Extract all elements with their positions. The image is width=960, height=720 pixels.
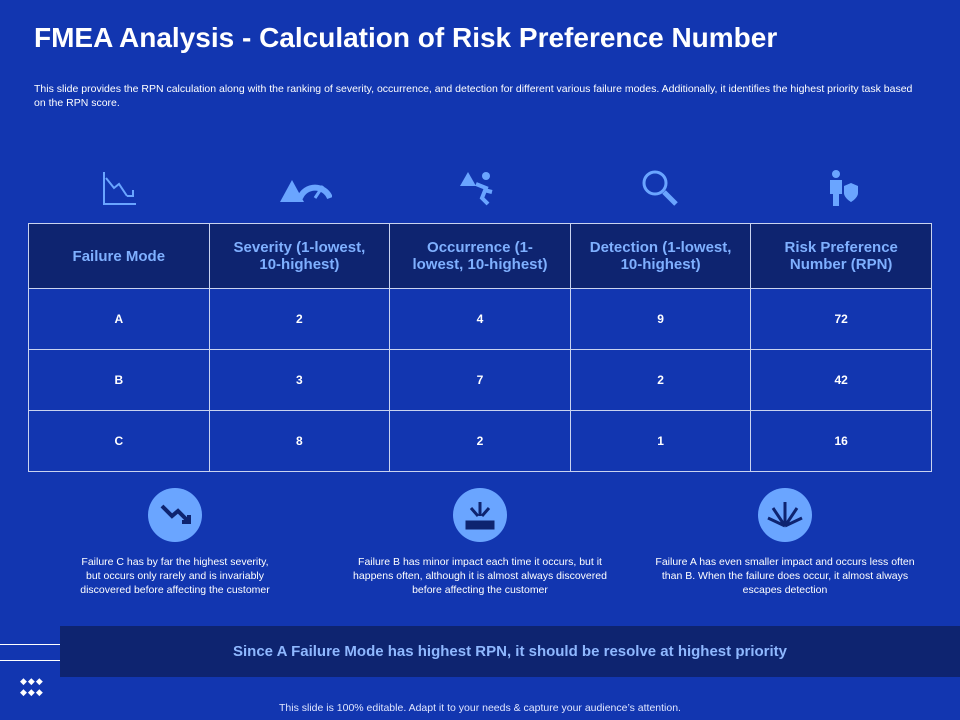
table-cell: 3 — [208, 349, 391, 411]
icon — [103, 172, 136, 205]
column-header: Risk Preference Number (RPN) — [750, 223, 932, 289]
column-header: Failure Mode — [28, 223, 210, 289]
decor-line — [0, 660, 60, 661]
decor-line — [0, 644, 60, 645]
icon — [830, 170, 858, 206]
icon — [453, 488, 507, 542]
note: Failure A has even smaller impact and oc… — [655, 556, 915, 596]
column-header: Detection (1-lowest, 10-highest) — [569, 223, 752, 289]
table-cell: C — [28, 410, 210, 472]
table-row: B 3 7 2 42 — [28, 349, 932, 411]
table-cell: 16 — [750, 410, 932, 472]
description: This slide provides the RPN calculation … — [34, 83, 913, 109]
table-cell: 7 — [389, 349, 571, 411]
decor-dots: ◆◆◆ ◆◆◆ — [20, 676, 44, 697]
table-cell: 1 — [569, 410, 752, 472]
footer: This slide is 100% editable. Adapt it to… — [279, 702, 681, 714]
title: FMEA Analysis - Calculation of Risk Pref… — [34, 22, 778, 53]
table-cell: 4 — [389, 288, 571, 350]
table-cell: 72 — [750, 288, 932, 350]
icon — [148, 488, 202, 542]
table-cell: B — [28, 349, 210, 411]
icon — [642, 170, 678, 206]
column-header: Severity (1-lowest, 10-highest) — [208, 223, 391, 289]
table-cell: 2 — [208, 288, 391, 350]
table-row: C 8 2 1 16 — [28, 410, 932, 472]
table-cell: 9 — [569, 288, 752, 350]
table-row: A 2 4 9 72 — [28, 288, 932, 350]
note: Failure C has by far the highest severit… — [80, 556, 270, 596]
conclusion: Since A Failure Mode has highest RPN, it… — [60, 626, 960, 677]
icon — [460, 172, 493, 206]
note: Failure B has minor impact each time it … — [353, 556, 607, 596]
column-header: Occurrence (1-lowest, 10-highest) — [389, 223, 571, 289]
icon — [758, 488, 812, 542]
rpn-table: Failure Mode Severity (1-lowest, 10-highe… — [28, 223, 932, 472]
table-cell: 2 — [389, 410, 571, 472]
table-cell: 42 — [750, 349, 932, 411]
icon — [280, 180, 332, 202]
table-cell: 8 — [208, 410, 391, 472]
table-cell: 2 — [569, 349, 752, 411]
table-cell: A — [28, 288, 210, 350]
